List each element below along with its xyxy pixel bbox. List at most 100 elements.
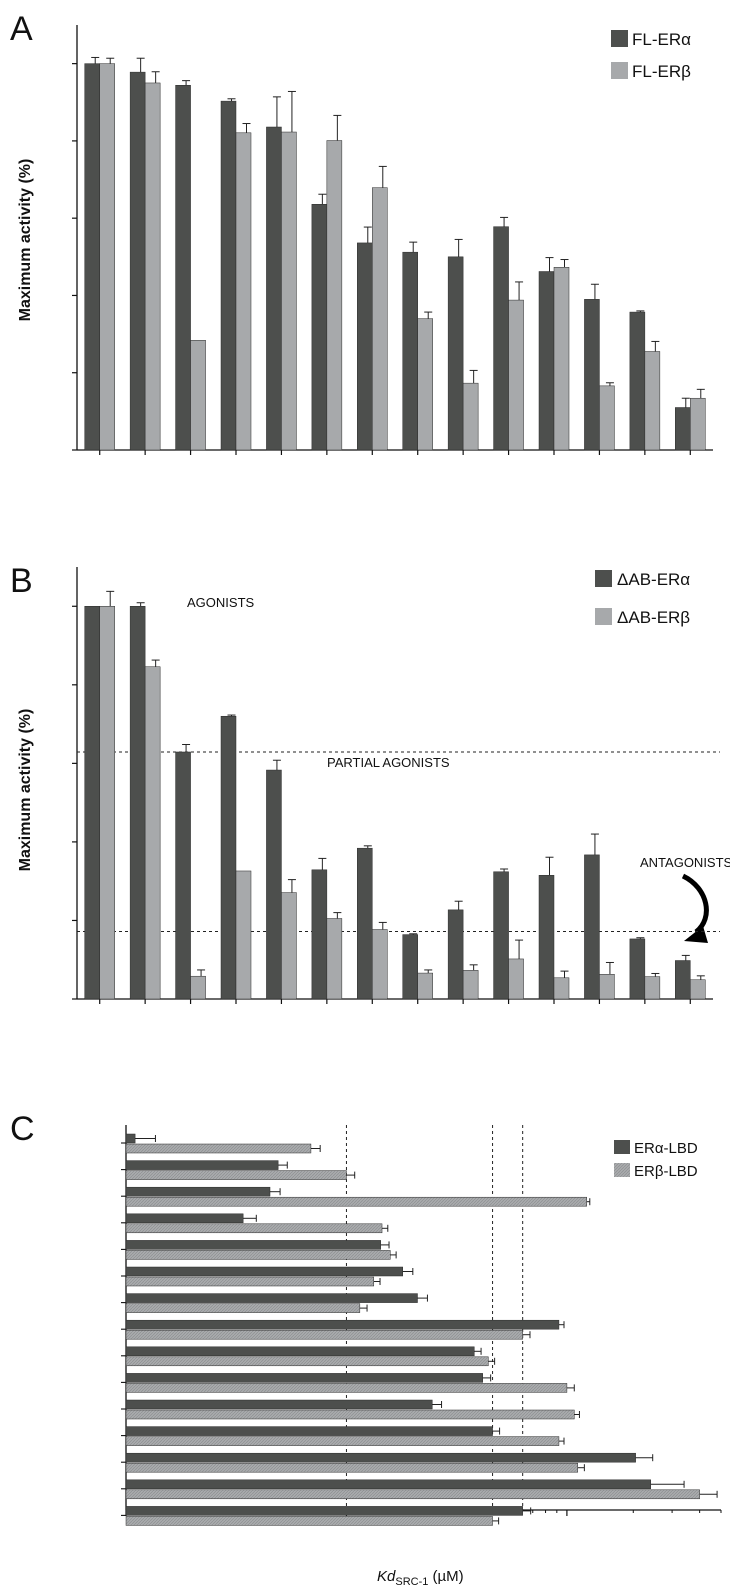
panel-c-bar-e2-0-series1 xyxy=(125,1133,136,1144)
panel-c-bar-4-op-4-series1 xyxy=(125,1240,381,1250)
panel-c-bar-bpc-7-series2 xyxy=(125,1329,523,1340)
panel-a-bar-no-ligand-13-series2 xyxy=(690,397,706,451)
panel-b-bar-ferutinine-2-series2 xyxy=(190,975,206,1000)
panel-c-x-axis-label: KdSRC-1 (µM) xyxy=(377,1568,464,1585)
panel-c-bar-bpc-7-series1 xyxy=(125,1319,560,1330)
panel-b-legend-label-2: ΔAB-ERβ xyxy=(617,608,690,627)
panel-c-horizontal-bar-chart: KdSRC-1 (µM) ERα-LBD ERβ-LBD xyxy=(121,1125,722,1585)
panel-b-bar-hpte-12-series1 xyxy=(629,938,646,1000)
panel-c-bar-bbp-10-series2 xyxy=(125,1409,575,1420)
panel-c-legend-label-1: ERα-LBD xyxy=(634,1140,698,1157)
panel-b-bar-e2-0-series2 xyxy=(99,606,115,1000)
panel-b-legend: ΔAB-ERα ΔAB-ERβ xyxy=(595,570,690,627)
panel-c-bar-za-3-series1 xyxy=(125,1213,244,1224)
panel-b-legend-label-1: ΔAB-ERα xyxy=(617,570,690,589)
panel-b-bar-za-3-series1 xyxy=(220,715,237,1000)
panel-a-bar-bp-2-1-series1 xyxy=(129,71,146,451)
panel-a-bar-butylparaben-6-series1 xyxy=(357,242,373,451)
panel-b-bar-e2-0-series1 xyxy=(84,606,100,1000)
annotation-antagonists: ANTAGONISTS xyxy=(640,855,730,870)
annotation-partial-agonists: PARTIAL AGONISTS xyxy=(327,755,450,770)
panel-c-x-label-kd: Kd xyxy=(377,1568,396,1585)
panel-b-bar-bpc-7-series1 xyxy=(402,934,418,1000)
panel-a-bar-e2-0-series1 xyxy=(84,63,100,451)
panel-a-legend: FL-ERα FL-ERβ xyxy=(611,30,691,81)
panel-c-x-label-unit: (µM) xyxy=(428,1568,463,1585)
antagonists-curved-arrow xyxy=(681,873,709,934)
panel-a-bar-bpa-5-series2 xyxy=(326,140,343,451)
panel-a-y-axis-label: Maximum activity (%) xyxy=(17,159,34,322)
panel-a-bar-tcbpa-8-series1 xyxy=(447,256,464,451)
panel-b-legend-swatch-2 xyxy=(595,608,612,625)
panel-b-bar-ferutinine-2-series1 xyxy=(175,751,191,1000)
panel-c-bar-apo-14-series2 xyxy=(125,1516,493,1526)
panel-c-bar-chlordecone-11-series2 xyxy=(125,1436,560,1446)
panel-letter-b: B xyxy=(10,562,33,600)
panel-c-bar-dde-9-series1 xyxy=(125,1373,483,1383)
panel-b-bar-no-ligand-13-series1 xyxy=(675,960,691,1000)
panel-c-legend-swatch-1 xyxy=(614,1140,630,1154)
panel-a-bar-4-op-4-series1 xyxy=(266,126,282,451)
panel-c-bar-e2-0-series2 xyxy=(125,1143,312,1154)
panel-a-bar-za-3-series1 xyxy=(220,100,237,451)
panel-c-bar-hpte-12-series2 xyxy=(125,1462,579,1473)
panel-c-x-label-sub: SRC-1 xyxy=(395,1576,428,1585)
panel-c-bar-bp-2-1-series1 xyxy=(125,1160,279,1170)
panel-c-bar-bbp-10-series1 xyxy=(125,1399,433,1410)
panel-c-bar-bpa-5-series2 xyxy=(125,1276,375,1287)
panel-a-bar-hpte-12-series2 xyxy=(644,351,661,451)
panel-a-bar-dde-9-series1 xyxy=(493,226,509,451)
panel-b-bar-4-op-4-series1 xyxy=(266,769,282,1000)
panel-a-bar-hpte-12-series1 xyxy=(629,311,646,451)
panel-a-bar-za-3-series2 xyxy=(235,132,252,451)
panel-c-bar-4-op-4-series2 xyxy=(125,1250,391,1260)
panel-c-bar-tcbpa-8-series2 xyxy=(125,1356,489,1367)
panel-b-bar-bp-2-1-series2 xyxy=(144,666,161,1000)
panel-b-bar-butylparaben-6-series2 xyxy=(372,929,388,1000)
panel-a-legend-swatch-1 xyxy=(611,30,628,47)
panel-b-bar-tcbpa-8-series2 xyxy=(462,970,479,1000)
panel-a-bar-dde-9-series2 xyxy=(508,299,524,451)
panel-c-bar-chlordecone-11-series1 xyxy=(125,1426,493,1436)
panel-b-bar-bbp-10-series2 xyxy=(553,977,570,1000)
panel-b-bar-hpte-12-series2 xyxy=(644,976,661,1000)
panel-c-bar-oht-13-series1 xyxy=(125,1479,651,1490)
panel-c-bar-ferutinine-2-series1 xyxy=(125,1186,271,1197)
panel-a-bar-chlordecone-11-series2 xyxy=(599,385,615,451)
panel-letter-a: A xyxy=(10,10,33,48)
panel-a-legend-label-1: FL-ERα xyxy=(632,30,691,49)
panel-c-legend-label-2: ERβ-LBD xyxy=(634,1163,698,1180)
panel-b-bar-bpa-5-series2 xyxy=(326,918,343,1000)
panel-letter-c: C xyxy=(10,1110,35,1148)
panel-a-bar-bpc-7-series1 xyxy=(402,251,418,451)
panel-b-bar-chlordecone-11-series2 xyxy=(599,974,615,1000)
panel-c-legend: ERα-LBD ERβ-LBD xyxy=(614,1140,698,1180)
panel-a-bar-ferutinine-2-series2 xyxy=(190,340,206,451)
panel-a-bar-bpa-5-series1 xyxy=(311,204,328,451)
panel-b-bar-chlordecone-11-series1 xyxy=(584,854,600,1000)
panel-b-bar-bp-2-1-series1 xyxy=(129,606,146,1000)
panel-a-bar-4-op-4-series2 xyxy=(281,131,297,451)
panel-a-bar-bbp-10-series2 xyxy=(553,267,570,451)
panel-a-bar-bpc-7-series2 xyxy=(417,318,433,451)
panel-a-bar-bbp-10-series1 xyxy=(538,271,555,451)
panel-c-bar-bp-2-1-series2 xyxy=(125,1170,347,1180)
panel-c-bar-bpa-5-series1 xyxy=(125,1266,403,1277)
panel-a-bar-chart: Maximum activity (%) FL-ERα FL-ERβ xyxy=(17,25,713,455)
panel-c-bar-apo-14-series1 xyxy=(125,1506,523,1516)
panel-a-legend-swatch-2 xyxy=(611,62,628,79)
antagonists-arrowhead xyxy=(684,926,708,943)
panel-b-bar-za-3-series2 xyxy=(235,870,252,1000)
panel-c-bar-oht-13-series2 xyxy=(125,1489,700,1500)
panel-b-bar-dde-9-series2 xyxy=(508,958,524,1000)
panel-c-bar-dde-9-series2 xyxy=(125,1383,568,1393)
panel-a-bar-tcbpa-8-series2 xyxy=(462,382,479,451)
panel-a-bar-e2-0-series2 xyxy=(99,63,115,451)
panel-b-bar-bpc-7-series2 xyxy=(417,972,433,1000)
panel-b-bar-butylparaben-6-series1 xyxy=(357,847,373,1000)
panel-b-bar-4-op-4-series2 xyxy=(281,892,297,1000)
panel-a-bar-bp-2-1-series2 xyxy=(144,82,161,451)
annotation-agonists: AGONISTS xyxy=(187,595,255,610)
panel-b-bar-no-ligand-13-series2 xyxy=(690,979,706,1000)
